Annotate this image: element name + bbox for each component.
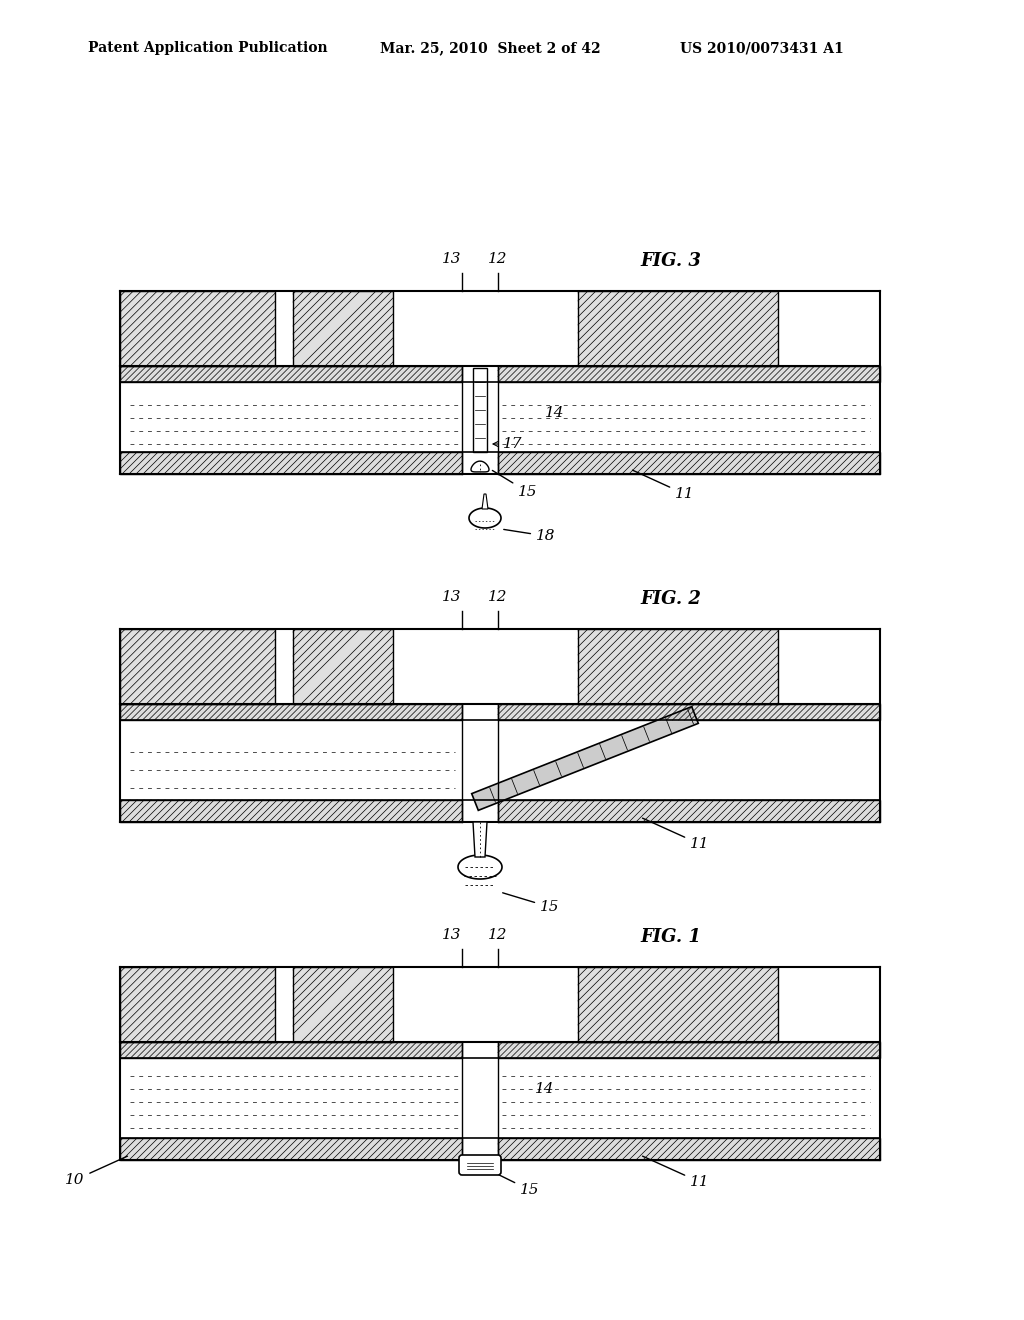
Polygon shape	[471, 461, 489, 473]
Text: 13: 13	[442, 252, 462, 267]
Bar	[120, 630, 275, 704]
Text: 15: 15	[487, 1170, 540, 1197]
Bar	[120, 968, 275, 1041]
Polygon shape	[472, 706, 698, 810]
Text: 15: 15	[503, 892, 559, 913]
Polygon shape	[482, 494, 488, 510]
Polygon shape	[469, 508, 501, 528]
Polygon shape	[458, 855, 502, 879]
Bar	[498, 366, 880, 381]
Bar	[120, 800, 462, 822]
Text: 17: 17	[503, 437, 522, 451]
Polygon shape	[473, 822, 487, 857]
Text: 13: 13	[442, 590, 462, 605]
Text: 14: 14	[545, 407, 564, 420]
Text: 18: 18	[504, 529, 555, 543]
Bar	[578, 290, 778, 366]
Text: 11: 11	[642, 818, 710, 851]
Text: FIG. 2: FIG. 2	[640, 590, 700, 609]
Bar	[498, 1041, 880, 1059]
Bar	[578, 630, 778, 704]
Text: 12: 12	[488, 590, 508, 605]
Text: Patent Application Publication: Patent Application Publication	[88, 41, 328, 55]
Text: 11: 11	[633, 470, 694, 502]
Bar	[578, 968, 778, 1041]
Text: FIG. 1: FIG. 1	[640, 928, 700, 946]
Bar	[498, 1138, 880, 1160]
Text: 11: 11	[642, 1156, 710, 1189]
Text: 13: 13	[442, 928, 462, 942]
Text: US 2010/0073431 A1: US 2010/0073431 A1	[680, 41, 844, 55]
Bar	[120, 451, 462, 474]
Bar	[120, 1041, 462, 1059]
Text: 14: 14	[585, 747, 604, 762]
Bar	[120, 290, 275, 366]
Bar	[293, 630, 393, 704]
Text: 10: 10	[65, 1156, 127, 1187]
Polygon shape	[473, 368, 487, 451]
Bar	[498, 800, 880, 822]
Text: 15: 15	[493, 470, 538, 499]
Text: Mar. 25, 2010  Sheet 2 of 42: Mar. 25, 2010 Sheet 2 of 42	[380, 41, 601, 55]
Bar	[120, 366, 462, 381]
Bar	[120, 1138, 462, 1160]
Text: FIG. 3: FIG. 3	[640, 252, 700, 271]
Text: 12: 12	[488, 928, 508, 942]
Bar	[293, 290, 393, 366]
Text: 12: 12	[488, 252, 508, 267]
Bar	[293, 968, 393, 1041]
Text: 14: 14	[535, 1082, 555, 1096]
Bar	[120, 704, 462, 719]
Bar	[498, 704, 880, 719]
Bar	[498, 451, 880, 474]
FancyBboxPatch shape	[459, 1155, 501, 1175]
